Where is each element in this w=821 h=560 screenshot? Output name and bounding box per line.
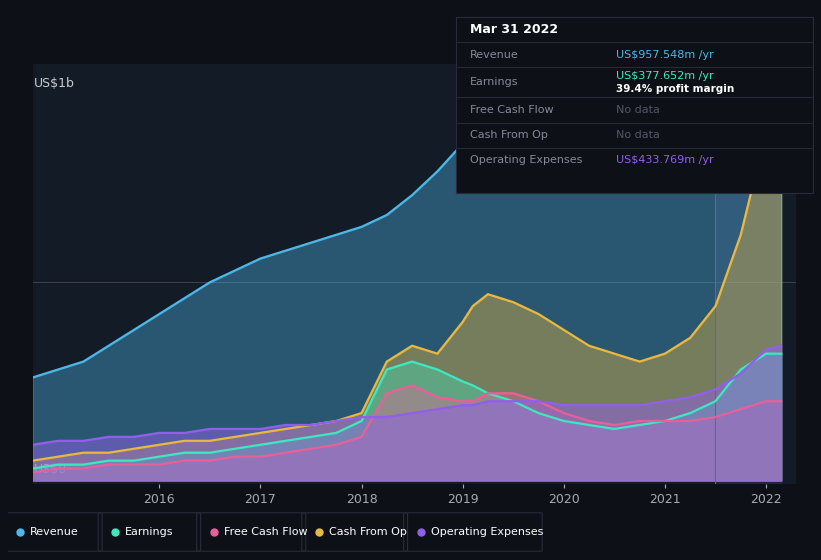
Text: Mar 31 2022: Mar 31 2022 (470, 23, 558, 36)
Text: Cash From Op: Cash From Op (470, 130, 548, 140)
Text: Free Cash Flow: Free Cash Flow (223, 527, 307, 537)
Text: Revenue: Revenue (30, 527, 79, 537)
Bar (715, 64, 782, 484)
Text: US$1b: US$1b (34, 77, 76, 90)
Text: Earnings: Earnings (470, 77, 518, 87)
Text: US$0: US$0 (34, 463, 67, 476)
Text: Operating Expenses: Operating Expenses (430, 527, 543, 537)
Text: No data: No data (617, 130, 660, 140)
Text: Free Cash Flow: Free Cash Flow (470, 105, 553, 115)
Text: No data: No data (617, 105, 660, 115)
Text: Earnings: Earnings (125, 527, 173, 537)
Text: US$957.548m /yr: US$957.548m /yr (617, 50, 714, 59)
Text: Revenue: Revenue (470, 50, 519, 59)
Text: 39.4% profit margin: 39.4% profit margin (617, 83, 735, 94)
Text: Cash From Op: Cash From Op (328, 527, 406, 537)
Text: US$433.769m /yr: US$433.769m /yr (617, 156, 714, 165)
Text: Operating Expenses: Operating Expenses (470, 156, 582, 165)
Text: US$377.652m /yr: US$377.652m /yr (617, 71, 714, 81)
